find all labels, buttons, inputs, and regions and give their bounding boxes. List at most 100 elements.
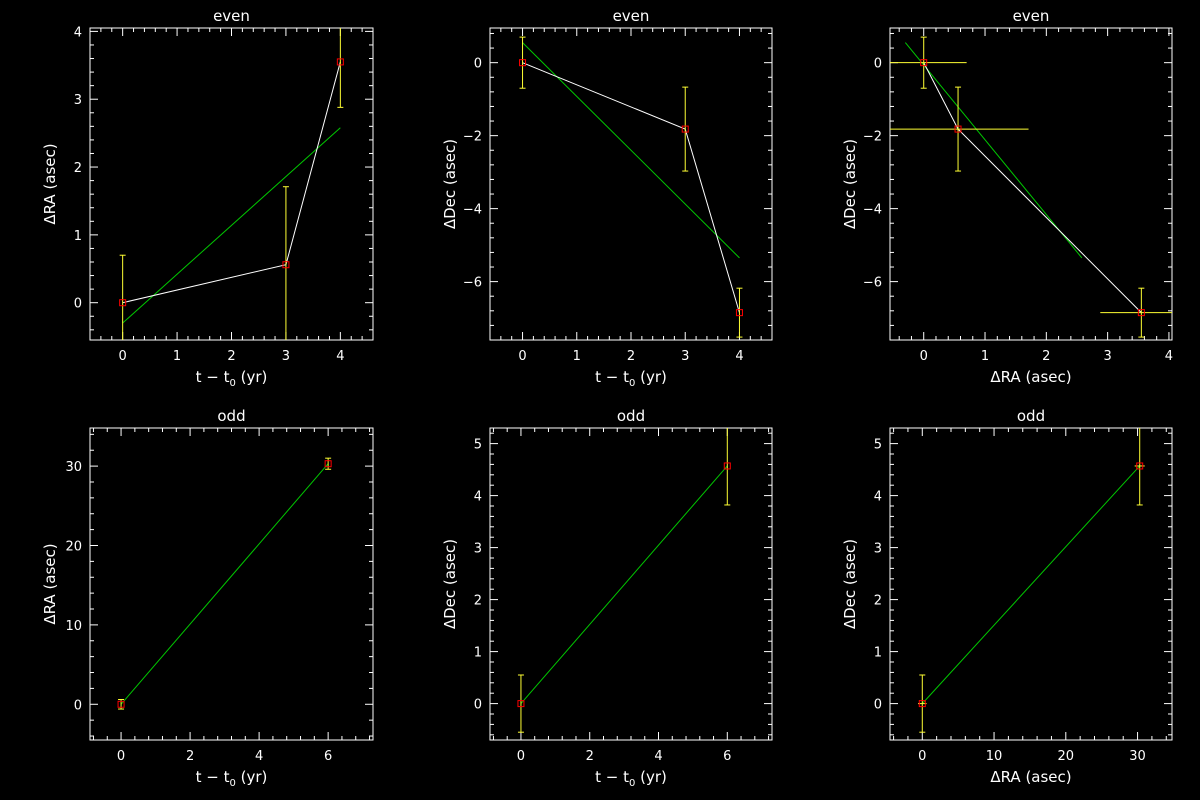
- y-tick-label: 2: [74, 161, 82, 176]
- x-tick-label: 4: [255, 749, 263, 764]
- x-tick-label: 20: [1058, 749, 1075, 764]
- x-tick-label: 30: [1129, 749, 1146, 764]
- x-tick-label: 1: [981, 349, 989, 364]
- data-point: [918, 700, 926, 708]
- data-point: [117, 700, 125, 708]
- x-tick-label: 2: [1042, 349, 1050, 364]
- y-axis-label: ΔRA (asec): [41, 143, 59, 224]
- panel-5: 0 2 4 6 0 1 2 3 4 5 odd t − t0 (yr) ΔDec (asec): [441, 407, 773, 789]
- fit-line: [520, 465, 728, 704]
- y-axis-label: ΔDec (asec): [841, 539, 859, 629]
- x-tick-label: 3: [681, 349, 689, 364]
- x-tick-label: 4: [1165, 349, 1173, 364]
- x-tick-label: 0: [117, 749, 125, 764]
- x-tick-label: 4: [654, 749, 662, 764]
- data-point: [282, 261, 290, 269]
- y-tick-label: 0: [474, 57, 482, 72]
- y-tick-label: 4: [474, 490, 482, 505]
- chart-title: odd: [217, 407, 245, 425]
- y-tick-label: 5: [874, 438, 882, 453]
- panel-3: 0 1 2 3 4 0 −2 −4 −6 even ΔRA (asec) ΔDec (asec): [841, 7, 1173, 386]
- x-tick-label: 2: [227, 349, 235, 364]
- x-tick-label: 0: [517, 749, 525, 764]
- x-tick-label: 0: [119, 349, 127, 364]
- x-axis-label: ΔRA (asec): [990, 368, 1071, 386]
- y-tick-label: −4: [863, 203, 882, 218]
- y-tick-label: 1: [874, 646, 882, 661]
- data-point: [517, 700, 525, 708]
- panel-1: 0 1 2 3 4 0 1 2 3 4 even t − t0 (yr) ΔRA (asec): [41, 7, 374, 389]
- y-tick-label: 0: [74, 698, 82, 713]
- x-tick-label: 0: [920, 349, 928, 364]
- y-tick-label: −4: [463, 203, 482, 218]
- panel-6: 0 10 20 30 0 1 2 3 4 5 odd ΔRA (asec) ΔDec (asec): [841, 407, 1173, 786]
- x-tick-label: 1: [573, 349, 581, 364]
- x-axis-label: ΔRA (asec): [990, 768, 1071, 786]
- y-tick-label: 1: [74, 229, 82, 244]
- data-layer: [917, 428, 1145, 733]
- data-point: [324, 460, 332, 468]
- x-axis-label: t − t0 (yr): [196, 368, 268, 389]
- data-point: [336, 58, 344, 66]
- data-layer: [890, 36, 1172, 338]
- data-layer: [519, 36, 743, 338]
- fit-line: [522, 42, 740, 259]
- fit-line: [120, 463, 329, 705]
- data-point: [735, 309, 743, 317]
- y-axis-label: ΔRA (asec): [41, 543, 59, 624]
- y-axis-label: ΔDec (asec): [841, 139, 859, 229]
- plot-frame: [889, 427, 1173, 741]
- x-tick-label: 4: [735, 349, 743, 364]
- y-tick-label: −2: [463, 130, 482, 145]
- x-tick-label: 10: [986, 749, 1003, 764]
- y-tick-label: 10: [65, 619, 82, 634]
- fit-line: [904, 42, 1083, 259]
- chart-title: even: [613, 7, 650, 25]
- y-tick-label: 30: [65, 460, 82, 475]
- y-tick-label: 4: [74, 25, 82, 40]
- y-tick-label: 1: [474, 646, 482, 661]
- x-tick-label: 6: [324, 749, 332, 764]
- y-tick-label: 20: [65, 539, 82, 554]
- fit-line: [921, 465, 1141, 704]
- x-tick-label: 2: [586, 749, 594, 764]
- data-point: [920, 59, 928, 67]
- x-axis-label: t − t0 (yr): [595, 368, 667, 389]
- y-tick-label: −6: [863, 276, 882, 291]
- chart-title: odd: [1017, 407, 1045, 425]
- chart-title: even: [1013, 7, 1050, 25]
- y-tick-label: 5: [474, 438, 482, 453]
- chart-title: odd: [617, 407, 645, 425]
- data-point: [119, 299, 127, 307]
- x-tick-label: 6: [723, 749, 731, 764]
- y-tick-label: −6: [463, 276, 482, 291]
- y-axis-label: ΔDec (asec): [441, 539, 459, 629]
- x-tick-label: 1: [173, 349, 181, 364]
- y-tick-label: 3: [474, 542, 482, 557]
- chart-title: even: [213, 7, 250, 25]
- x-tick-label: 4: [336, 349, 344, 364]
- fit-line: [122, 127, 341, 324]
- x-tick-label: 3: [1103, 349, 1111, 364]
- y-axis-label: ΔDec (asec): [441, 139, 459, 229]
- data-layer: [117, 457, 332, 710]
- x-tick-label: 2: [186, 749, 194, 764]
- data-point: [723, 462, 731, 470]
- y-tick-label: 0: [874, 698, 882, 713]
- data-point: [954, 125, 962, 133]
- plot-frame: [889, 27, 1173, 341]
- data-point: [519, 59, 527, 67]
- data-point: [1137, 309, 1145, 317]
- panel-4: 0 2 4 6 0 10 20 30 odd t − t0 (yr) ΔRA (asec): [41, 407, 374, 789]
- data-layer: [119, 28, 344, 340]
- x-tick-label: 0: [518, 349, 526, 364]
- x-tick-label: 3: [282, 349, 290, 364]
- y-tick-label: −2: [863, 130, 882, 145]
- y-tick-label: 4: [874, 490, 882, 505]
- y-tick-label: 2: [474, 594, 482, 609]
- data-layer: [517, 428, 731, 733]
- x-tick-label: 0: [918, 749, 926, 764]
- y-tick-label: 2: [874, 594, 882, 609]
